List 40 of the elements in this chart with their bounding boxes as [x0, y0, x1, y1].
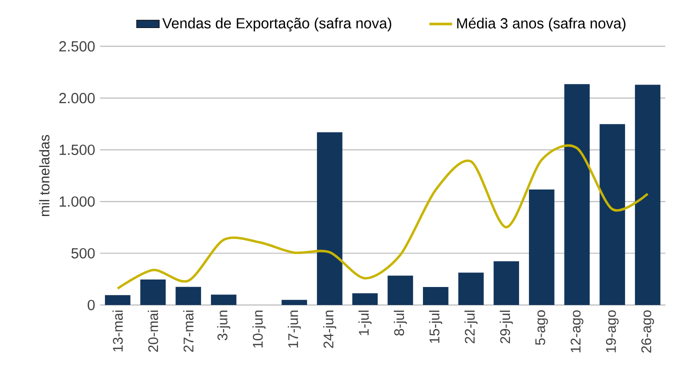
x-tick-label: 20-mai [148, 310, 158, 352]
y-tick-label: 1.000 [60, 196, 95, 207]
x-tick-label: 12-ago [570, 310, 584, 352]
x-tick-label: 22-jul [464, 310, 478, 344]
bar [494, 261, 520, 305]
x-tick-label: 1-jul [358, 310, 372, 336]
x-tick-label: 17-jun [288, 310, 301, 348]
bar [458, 272, 484, 305]
x-tick-label: 10-jun [252, 310, 266, 348]
bar [140, 279, 166, 305]
legend-label: Média 3 anos (safra nova) [457, 18, 626, 32]
x-tick-label: 26-ago [641, 310, 654, 353]
x-tick-label: 24-jun [323, 310, 336, 348]
x-tick-label: 13-mai [112, 310, 123, 352]
y-axis-title: mil toneladas [39, 134, 50, 216]
x-tick-label: 8-jul [394, 310, 407, 336]
bar [564, 84, 590, 305]
x-tick-label: 29-jul [500, 310, 513, 344]
bar [176, 286, 202, 305]
bar [600, 124, 626, 305]
bar [528, 190, 554, 305]
y-tick-label: 2.500 [59, 41, 95, 52]
bar [210, 294, 236, 305]
bar [422, 286, 448, 305]
bar [388, 276, 414, 305]
legend-label: Vendas de Exportação (safra nova) [162, 18, 392, 32]
bar [316, 132, 342, 305]
y-tick-label: 2.000 [59, 92, 95, 104]
y-tick-label: 1.500 [60, 144, 95, 155]
x-tick-label: 3-jun [217, 310, 230, 340]
x-tick-label: 19-ago [606, 310, 619, 352]
x-tick-label: 5-ago [535, 310, 548, 345]
x-tick-label: 15-jul [429, 310, 442, 343]
bar [104, 295, 130, 305]
x-tick-label: 27-mai [183, 310, 194, 352]
y-tick-label: 0 [88, 300, 95, 310]
bar [352, 293, 378, 305]
bar [634, 84, 660, 305]
bar [282, 300, 308, 305]
y-tick-label: 500 [71, 248, 95, 258]
